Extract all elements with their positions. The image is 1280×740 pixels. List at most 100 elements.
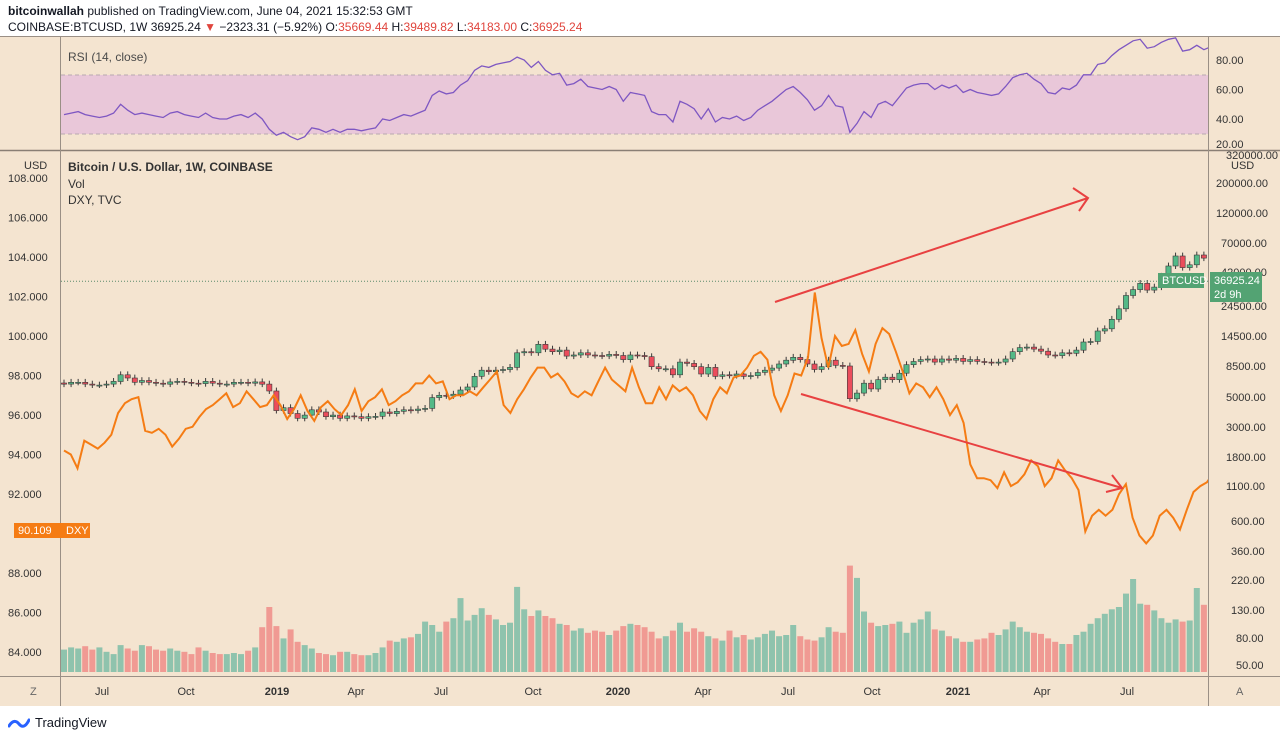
dxy-tick: 98.000 (8, 371, 42, 383)
candle-body (500, 369, 506, 371)
btc-tick: 14500.00 (1221, 331, 1267, 343)
candle (1094, 327, 1101, 345)
candle-body (330, 414, 336, 418)
candle (1066, 349, 1073, 357)
volume-bar (379, 647, 386, 672)
candle-body (174, 381, 181, 383)
candle (1080, 338, 1087, 354)
candle-body (938, 358, 945, 363)
chart-canvas[interactable]: RSI (14, close) 80.00 60.00 40.00 20.00 … (0, 36, 1280, 706)
volume-bar (252, 647, 259, 672)
time-label: Apr (694, 686, 711, 698)
auto-scale-button[interactable]: A (1236, 686, 1244, 698)
candle (124, 371, 131, 381)
legend-dxy[interactable]: DXY, TVC (68, 193, 122, 207)
time-label: Jul (95, 686, 109, 698)
legend-btc[interactable]: Bitcoin / U.S. Dollar, 1W, COINBASE (68, 160, 273, 174)
symbol-label[interactable]: COINBASE:BTCUSD, 1W (8, 20, 148, 34)
candle (556, 346, 563, 355)
volume-bar (110, 654, 117, 672)
candle (946, 355, 952, 364)
volume-bar (75, 648, 82, 672)
volume-bar (542, 616, 549, 672)
candle (634, 351, 641, 359)
tradingview-logo[interactable]: TradingView (8, 715, 107, 730)
candle-body (931, 358, 938, 363)
candle (1059, 349, 1066, 359)
candle-body (684, 361, 690, 364)
candle-body (868, 382, 874, 390)
volume-bar (740, 635, 747, 672)
btc-tick: 1100.00 (1226, 481, 1265, 493)
candle (669, 365, 676, 378)
author-name[interactable]: bitcoinwallah (8, 4, 85, 18)
dxy-tag-name: DXY (66, 525, 89, 537)
candle (917, 356, 924, 365)
candle (259, 378, 266, 388)
zoom-reset-button[interactable]: Z (30, 686, 37, 698)
volume-bar (797, 636, 804, 672)
volume-bar (691, 628, 698, 672)
legend-vol[interactable]: Vol (68, 177, 85, 191)
candle-body (422, 408, 428, 410)
candle-body (153, 381, 159, 384)
dxy-tick: 108.000 (8, 173, 48, 185)
candle (344, 412, 351, 422)
candle (1009, 348, 1016, 362)
arrow-down-annotation[interactable] (800, 393, 1124, 493)
candle-body (903, 364, 910, 374)
candle-body (563, 349, 570, 357)
candle (245, 378, 251, 387)
volume-bar (1130, 579, 1137, 672)
volume-bar (507, 622, 513, 672)
volume-bar (995, 635, 1002, 672)
candle-body (839, 365, 846, 367)
candle (981, 358, 988, 366)
candle-body (216, 382, 223, 385)
chart-background (0, 36, 1280, 706)
candle (1130, 286, 1136, 299)
volume-bar (160, 650, 167, 672)
close-label: C: (520, 20, 533, 34)
candle-body (1137, 283, 1144, 290)
volume-bar (407, 637, 414, 672)
candle-body (960, 358, 967, 362)
volume-bar (1123, 593, 1129, 672)
candle-body (117, 374, 124, 382)
candle-body (882, 376, 889, 381)
candle (776, 360, 782, 372)
btc-tick: 24500.00 (1221, 301, 1267, 313)
volume-bar (974, 639, 981, 672)
volume-bar (202, 650, 209, 672)
candle (747, 372, 754, 380)
dxy-tick: 104.000 (8, 252, 48, 264)
candle-body (1130, 289, 1136, 296)
candle-body (252, 381, 259, 384)
candle-body (103, 383, 110, 386)
volume-bar (620, 626, 627, 672)
volume-bar (818, 637, 825, 672)
candle (351, 412, 358, 420)
candle-body (634, 354, 641, 357)
candle (662, 365, 669, 372)
candle (712, 364, 719, 380)
candle (195, 379, 202, 387)
volume-bar (712, 638, 719, 672)
volume-bar (811, 640, 818, 672)
btc-tick: 600.00 (1231, 516, 1265, 528)
candle (1144, 280, 1151, 294)
candle (96, 381, 103, 388)
candle-body (514, 352, 520, 368)
arrow-up-annotation[interactable] (774, 187, 1090, 303)
candle (599, 352, 605, 360)
candle (372, 413, 379, 420)
candle-body (570, 354, 577, 357)
volume-bar (613, 630, 620, 672)
dxy-tick: 96.000 (8, 410, 42, 422)
volume-bar (1193, 588, 1200, 672)
volume-bar (747, 639, 754, 672)
time-axis[interactable]: Jul Oct 2019 Apr Jul Oct 2020 Apr Jul Oc… (95, 686, 1134, 698)
volume-bar (138, 645, 145, 672)
candle (68, 378, 74, 388)
volume-bar (478, 608, 485, 672)
